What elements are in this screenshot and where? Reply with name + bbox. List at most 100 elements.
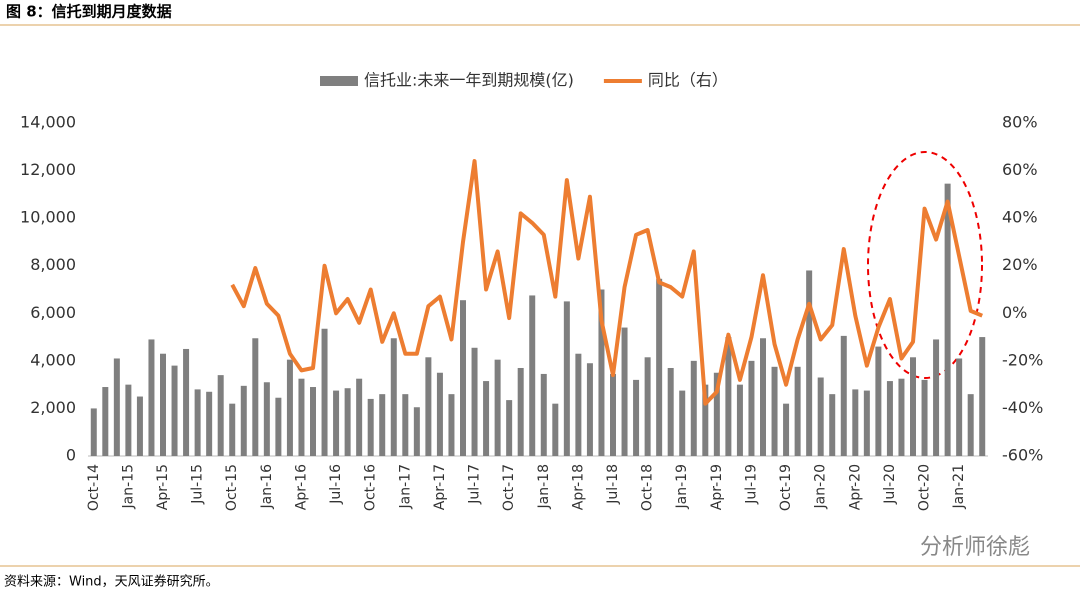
x-tick-label: Oct-17 xyxy=(501,464,517,511)
bar xyxy=(656,278,663,456)
bar xyxy=(402,394,409,456)
page-title: 图 8：信托到期月度数据 xyxy=(6,3,172,21)
bar xyxy=(713,372,720,456)
x-tick-label: Jul-19 xyxy=(743,464,759,505)
bar xyxy=(736,384,743,456)
bar xyxy=(321,328,328,456)
bar xyxy=(563,301,570,456)
bar xyxy=(794,366,801,456)
x-tick-label: Apr-15 xyxy=(155,464,171,510)
bar xyxy=(390,338,397,456)
bar xyxy=(840,335,847,456)
x-tick-label: Jul-17 xyxy=(467,464,483,505)
x-tick-label: Oct-19 xyxy=(778,464,794,511)
bar xyxy=(979,337,986,456)
y2-tick-label: 20% xyxy=(1002,255,1038,274)
y-tick-label: 12,000 xyxy=(20,160,76,179)
bar xyxy=(517,367,524,456)
x-tick-label: Jul-18 xyxy=(605,464,621,505)
bar xyxy=(886,381,893,456)
x-tick-label: Apr-18 xyxy=(570,464,586,510)
y-tick-label: 10,000 xyxy=(20,208,76,227)
bar xyxy=(298,378,305,456)
bar xyxy=(967,394,974,456)
x-tick-label: Apr-16 xyxy=(293,464,309,510)
y2-tick-label: -40% xyxy=(1002,398,1043,417)
y-tick-label: 14,000 xyxy=(20,113,76,132)
bar xyxy=(690,360,697,456)
bar xyxy=(667,367,674,456)
bar xyxy=(333,390,340,456)
y-tick-label: 4,000 xyxy=(30,350,76,369)
x-tick-label: Jan-19 xyxy=(674,464,690,509)
bar xyxy=(229,403,236,456)
watermark: 分析师徐彪 xyxy=(920,535,1030,560)
bar xyxy=(252,338,259,456)
bar xyxy=(910,357,916,456)
bar xyxy=(540,373,547,456)
y2-tick-label: -60% xyxy=(1002,446,1043,465)
bar xyxy=(471,347,478,456)
bar xyxy=(310,387,316,456)
bar xyxy=(263,382,270,456)
y2-tick-label: 0% xyxy=(1002,303,1027,322)
bar xyxy=(610,373,616,456)
bar xyxy=(633,379,640,456)
bar xyxy=(702,384,709,456)
bar xyxy=(171,365,178,456)
source-note: 资料来源：Wind，天风证券研究所。 xyxy=(4,574,219,590)
bar xyxy=(933,339,940,456)
bar xyxy=(194,389,201,456)
bar xyxy=(460,300,466,456)
bar xyxy=(483,381,490,456)
highlight-ellipse xyxy=(867,151,983,379)
bar xyxy=(183,348,190,456)
bar xyxy=(760,338,766,456)
bar xyxy=(217,375,224,456)
x-tick-label: Jul-20 xyxy=(882,464,898,505)
bar xyxy=(436,372,443,456)
bar xyxy=(875,346,882,456)
x-tick-label: Apr-19 xyxy=(709,464,725,510)
bar xyxy=(379,394,386,456)
bar xyxy=(679,390,686,456)
legend-swatch xyxy=(320,76,358,86)
x-tick-label: Jan-16 xyxy=(259,464,275,510)
bar xyxy=(725,337,732,456)
line xyxy=(230,159,983,406)
bar xyxy=(136,396,143,456)
bar xyxy=(286,359,293,456)
bar xyxy=(921,379,928,456)
bar xyxy=(575,353,582,456)
y2-tick-label: -20% xyxy=(1002,350,1043,369)
bar xyxy=(621,327,628,456)
x-tick-label: Apr-17 xyxy=(432,464,448,510)
bar xyxy=(206,391,213,456)
bar xyxy=(90,408,97,456)
bar xyxy=(529,295,536,456)
bar xyxy=(367,398,374,456)
bar xyxy=(102,387,109,456)
bar xyxy=(148,339,155,456)
bar xyxy=(552,403,559,456)
x-tick-label: Jul-15 xyxy=(190,464,206,505)
bar xyxy=(586,363,593,456)
x-tick-label: Jan-20 xyxy=(813,464,829,509)
bar xyxy=(748,360,755,456)
bar xyxy=(448,394,455,456)
bar xyxy=(113,358,120,456)
bar xyxy=(956,358,963,456)
x-tick-label: Jan-21 xyxy=(951,464,967,509)
y-tick-label: 6,000 xyxy=(30,303,76,322)
bar xyxy=(806,270,813,456)
bar xyxy=(356,378,363,456)
x-tick-label: Oct-16 xyxy=(363,464,379,511)
bar xyxy=(240,385,247,456)
y2-tick-label: 40% xyxy=(1002,208,1038,227)
bar xyxy=(829,394,836,456)
x-tick-label: Jul-16 xyxy=(328,464,344,505)
bar xyxy=(344,388,351,456)
bar xyxy=(425,357,432,456)
bar xyxy=(898,378,905,456)
y-tick-label: 0 xyxy=(66,446,76,465)
